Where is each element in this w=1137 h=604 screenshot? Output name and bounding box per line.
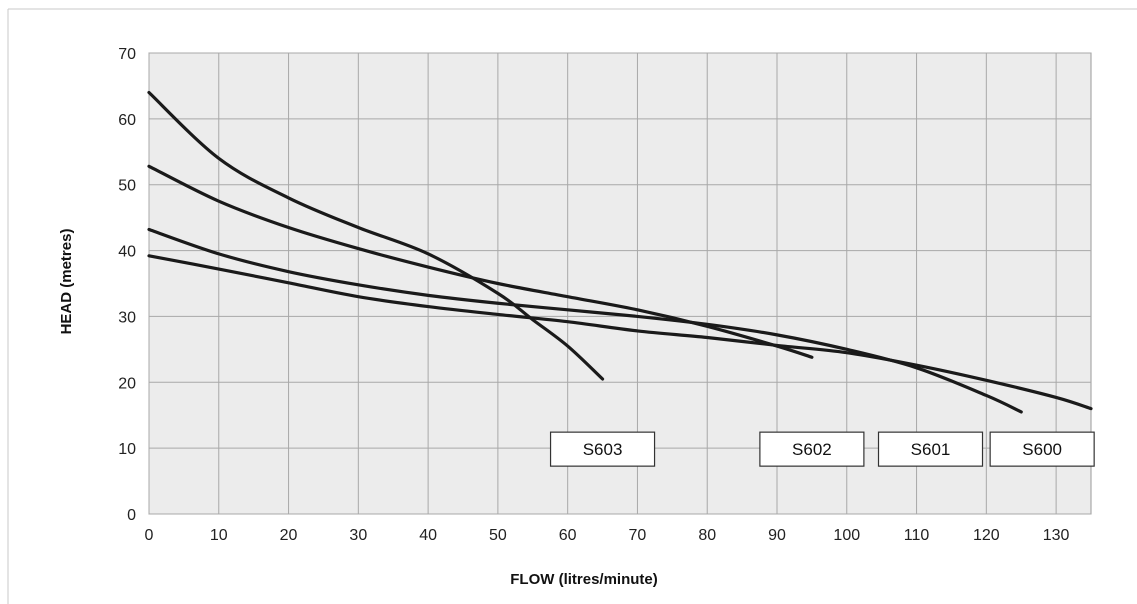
x-tick-label: 10 bbox=[210, 527, 228, 544]
series-label-box bbox=[549, 431, 656, 467]
x-tick-label: 50 bbox=[489, 527, 507, 544]
y-tick-label: 50 bbox=[118, 178, 136, 195]
y-tick-label: 0 bbox=[127, 507, 136, 524]
y-tick-label: 20 bbox=[118, 375, 136, 392]
y-axis-title: HEAD (metres) bbox=[58, 229, 75, 335]
series-label-s602: S602 bbox=[792, 440, 832, 459]
y-tick-label: 60 bbox=[118, 112, 136, 129]
x-tick-label: 70 bbox=[629, 527, 647, 544]
x-axis-ticks: 0 10 20 30 40 50 60 70 80 90 100 110 120 130 bbox=[145, 527, 1070, 544]
y-tick-label: 30 bbox=[118, 309, 136, 326]
x-tick-label: 120 bbox=[973, 527, 1000, 544]
series-line-s602 bbox=[147, 164, 814, 359]
y-tick-label: 40 bbox=[118, 244, 136, 261]
x-tick-label: 130 bbox=[1043, 527, 1070, 544]
x-tick-label: 20 bbox=[280, 527, 298, 544]
x-tick-label: 30 bbox=[349, 527, 367, 544]
series-label-box bbox=[759, 431, 865, 467]
x-tick-label: 40 bbox=[419, 527, 437, 544]
x-tick-label: 60 bbox=[559, 527, 577, 544]
x-axis-title: FLOW (litres/minute) bbox=[510, 571, 658, 588]
y-axis-ticks: 0 10 20 30 40 50 60 70 bbox=[118, 46, 136, 524]
x-tick-label: 110 bbox=[904, 527, 930, 544]
series-label-s603: S603 bbox=[583, 440, 623, 459]
x-tick-label: 90 bbox=[768, 527, 786, 544]
series-label-s600: S600 bbox=[1022, 440, 1062, 459]
y-tick-label: 70 bbox=[118, 46, 136, 63]
series-lines bbox=[147, 90, 1093, 414]
x-tick-label: 0 bbox=[145, 527, 154, 544]
y-tick-label: 10 bbox=[118, 441, 136, 458]
x-tick-label: 100 bbox=[833, 527, 860, 544]
series-label-box bbox=[877, 431, 984, 467]
series-line-s603 bbox=[147, 90, 605, 381]
series-label-box bbox=[989, 431, 1095, 467]
series-label-s601: S601 bbox=[911, 440, 951, 459]
x-tick-label: 80 bbox=[698, 527, 716, 544]
series-line-s600 bbox=[147, 254, 1093, 411]
series-labels: S603 S602 S601 S600 bbox=[549, 431, 1095, 467]
